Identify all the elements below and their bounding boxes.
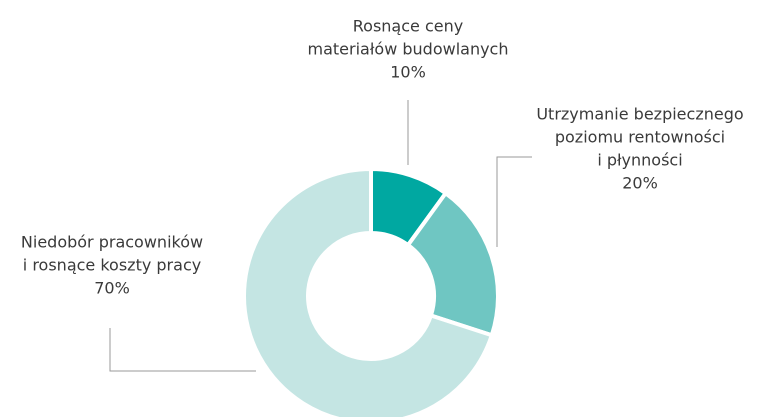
leader-line — [496, 156, 532, 247]
donut-segment — [405, 190, 500, 338]
slice-label: i płynności — [597, 151, 682, 170]
slice-label: materiałów budowlanych — [308, 40, 509, 59]
slice-label: Niedobór pracowników — [21, 233, 203, 252]
value-label: 70% — [94, 279, 130, 298]
slice-label: Utrzymanie bezpiecznego — [536, 105, 743, 124]
value-label: 20% — [622, 174, 658, 193]
slice-label: poziomu rentowności — [555, 128, 725, 147]
slice-label: Rosnące ceny — [353, 17, 463, 36]
slice-label: i rosnące koszty pracy — [23, 256, 201, 275]
value-label: 10% — [390, 63, 426, 82]
leader-line — [109, 328, 256, 372]
donut-segment — [242, 166, 495, 417]
